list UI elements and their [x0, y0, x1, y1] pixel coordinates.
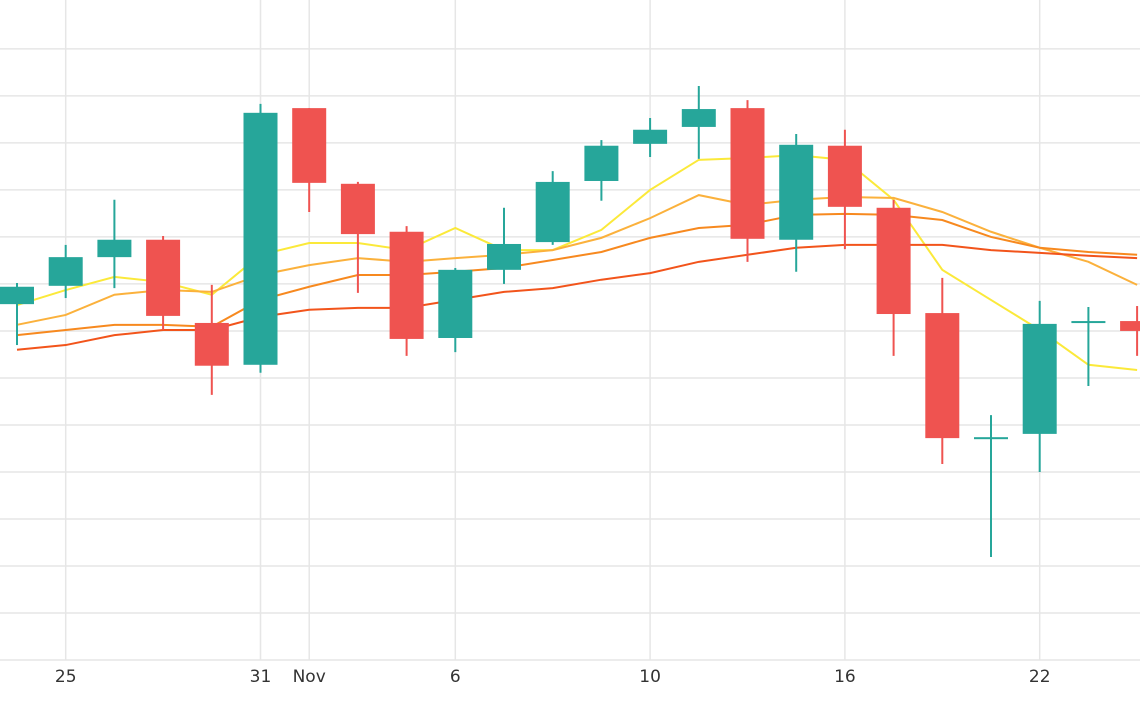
candle-body — [97, 239, 132, 258]
x-tick-label: 6 — [450, 667, 461, 687]
x-tick-label: 31 — [250, 667, 272, 687]
candle-body — [48, 257, 83, 286]
moving-average-line — [16, 212, 1138, 337]
candle-body — [194, 322, 229, 366]
x-tick-label: Nov — [293, 667, 326, 687]
candle-body — [487, 243, 521, 270]
candle-body — [584, 145, 619, 181]
x-tick-label: 22 — [1029, 667, 1051, 687]
candle-body — [438, 269, 473, 338]
x-tick-label: 25 — [55, 667, 77, 687]
candle-body — [974, 437, 1008, 440]
candle-body — [146, 239, 181, 316]
candle-body — [925, 313, 960, 439]
candle-body — [292, 108, 327, 183]
candle-body — [389, 231, 424, 339]
candle-body — [1071, 321, 1106, 324]
moving-average-line — [16, 154, 1138, 371]
candle-body — [535, 181, 570, 243]
moving-average-line — [16, 243, 1138, 351]
x-axis: 25 31 Nov 6 10 16 22 — [55, 667, 1051, 687]
candle-body — [243, 112, 278, 365]
candle-body — [730, 108, 765, 239]
moving-average-line — [16, 194, 1138, 326]
candle-body — [1120, 321, 1140, 331]
candle-body — [681, 109, 716, 127]
x-tick-label: 16 — [834, 667, 856, 687]
moving-averages — [16, 154, 1138, 371]
candle-body — [1022, 323, 1057, 434]
candle-body — [827, 145, 862, 207]
candle-body — [0, 286, 34, 305]
candle-body — [876, 207, 911, 315]
candles — [0, 86, 1140, 558]
candle-body — [340, 183, 375, 235]
candle-body — [779, 144, 814, 240]
candle-body — [633, 129, 668, 144]
x-tick-label: 10 — [639, 667, 661, 687]
